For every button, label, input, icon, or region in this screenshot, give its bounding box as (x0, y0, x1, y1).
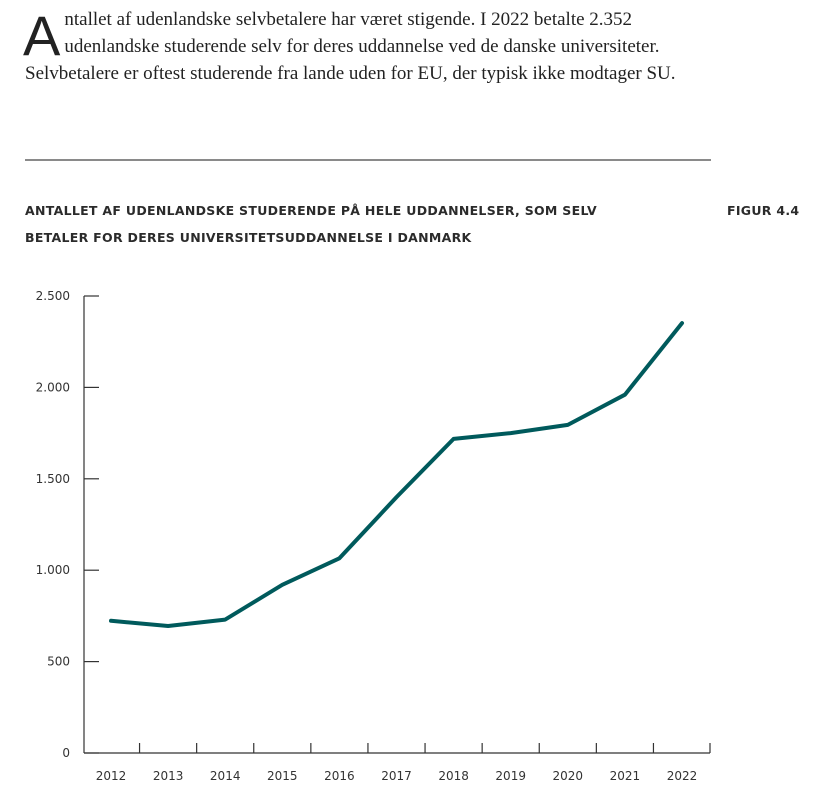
x-tick-label: 2020 (553, 769, 584, 783)
x-tick-label: 2019 (495, 769, 526, 783)
x-tick-label: 2013 (153, 769, 184, 783)
figure-label: FIGUR 4.4 (727, 203, 800, 218)
x-tick-label: 2015 (267, 769, 298, 783)
y-tick-label: 1.000 (36, 563, 70, 577)
divider-rule (25, 159, 711, 161)
y-tick-label: 2.000 (36, 380, 70, 394)
x-tick-label: 2016 (324, 769, 355, 783)
x-tick-label: 2012 (96, 769, 127, 783)
x-tick-label: 2018 (438, 769, 469, 783)
chart-title: ANTALLET AF UDENLANDSKE STUDERENDE PÅ HE… (25, 203, 597, 245)
x-tick-label: 2022 (667, 769, 698, 783)
y-tick-label: 500 (47, 655, 70, 669)
x-tick-label: 2017 (381, 769, 412, 783)
series-line (109, 321, 684, 628)
y-tick-label: 2.500 (36, 289, 70, 303)
x-tick-label: 2014 (210, 769, 241, 783)
y-tick-label: 1.500 (36, 472, 70, 486)
drop-cap: A (23, 4, 61, 67)
y-tick-label: 0 (62, 746, 70, 760)
x-tick-label: 2021 (610, 769, 641, 783)
intro-text: ntallet af udenlandske selvbetalere har … (25, 9, 676, 84)
